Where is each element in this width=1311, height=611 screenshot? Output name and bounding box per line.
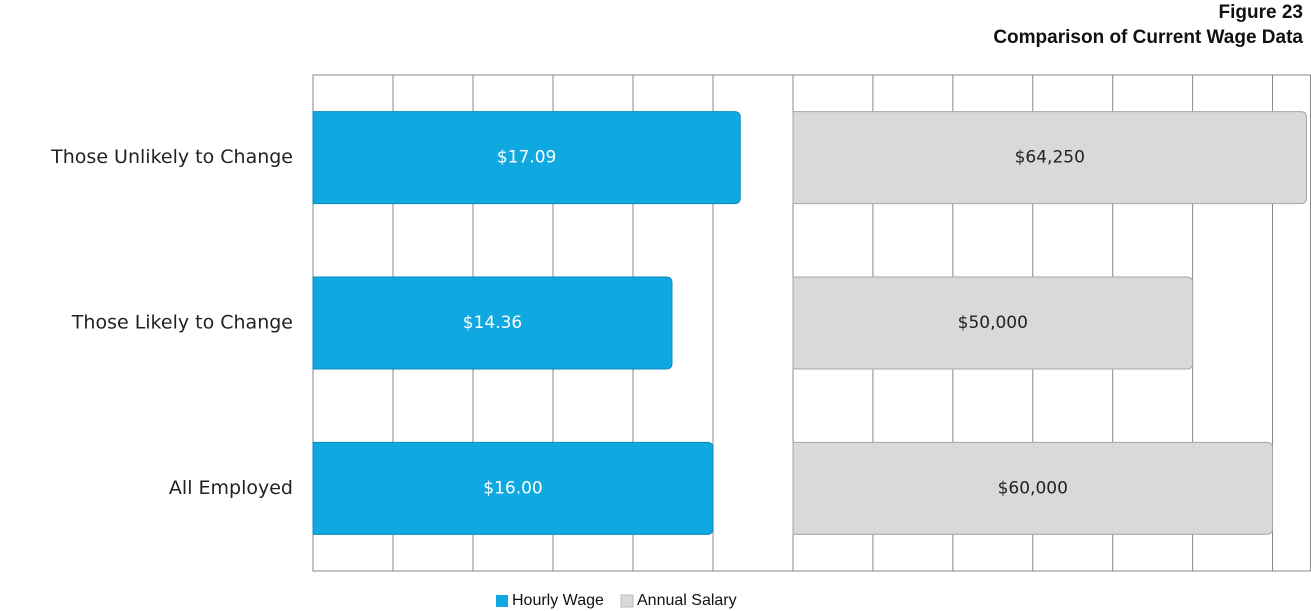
chart-title: Figure 23 xyxy=(1219,2,1303,23)
bar xyxy=(312,276,673,370)
bar xyxy=(312,441,714,535)
legend-swatch xyxy=(496,595,508,607)
legend-swatch xyxy=(620,594,634,608)
chart-subtitle: Comparison of Current Wage Data xyxy=(993,27,1303,48)
category-label: All Employed xyxy=(169,477,293,499)
value-label: $50,000 xyxy=(958,313,1028,333)
legend-label: Hourly Wage xyxy=(512,592,604,609)
bar xyxy=(792,276,1194,370)
value-label: $14.36 xyxy=(463,313,522,333)
category-label: Those Unlikely to Change xyxy=(50,146,293,168)
value-label: $17.09 xyxy=(497,148,556,168)
value-label: $64,250 xyxy=(1015,148,1085,168)
value-label: $16.00 xyxy=(483,478,542,498)
bar xyxy=(312,111,741,205)
bar xyxy=(792,111,1307,205)
legend-label: Annual Salary xyxy=(637,592,737,609)
bar xyxy=(792,441,1274,535)
value-label: $60,000 xyxy=(998,478,1068,498)
category-label: Those Likely to Change xyxy=(71,312,293,334)
